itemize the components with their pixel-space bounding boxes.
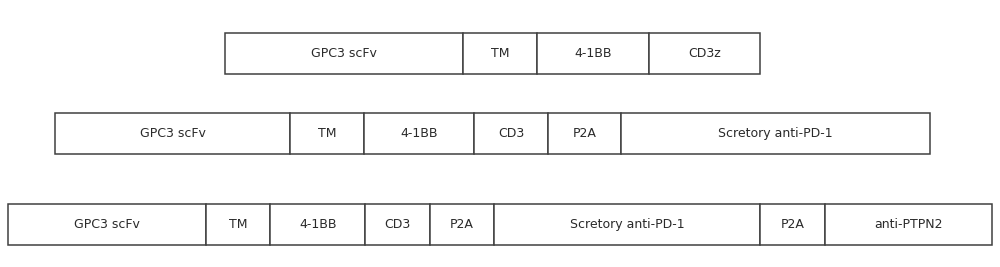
- FancyBboxPatch shape: [270, 203, 365, 245]
- Text: anti-PTPN2: anti-PTPN2: [874, 218, 943, 231]
- FancyBboxPatch shape: [649, 33, 760, 74]
- Text: CD3z: CD3z: [688, 47, 721, 60]
- FancyBboxPatch shape: [55, 113, 290, 154]
- FancyBboxPatch shape: [206, 203, 270, 245]
- FancyBboxPatch shape: [364, 113, 474, 154]
- Text: P2A: P2A: [450, 218, 474, 231]
- Text: Scretory anti-PD-1: Scretory anti-PD-1: [718, 127, 833, 140]
- Text: 4-1BB: 4-1BB: [400, 127, 438, 140]
- FancyBboxPatch shape: [430, 203, 494, 245]
- Text: CD3: CD3: [498, 127, 524, 140]
- FancyBboxPatch shape: [8, 203, 206, 245]
- Text: TM: TM: [318, 127, 336, 140]
- FancyBboxPatch shape: [537, 33, 649, 74]
- Text: GPC3 scFv: GPC3 scFv: [140, 127, 206, 140]
- FancyBboxPatch shape: [548, 113, 621, 154]
- FancyBboxPatch shape: [621, 113, 930, 154]
- FancyBboxPatch shape: [290, 113, 364, 154]
- Text: 4-1BB: 4-1BB: [299, 218, 336, 231]
- Text: GPC3 scFv: GPC3 scFv: [311, 47, 377, 60]
- FancyBboxPatch shape: [463, 33, 537, 74]
- FancyBboxPatch shape: [760, 203, 825, 245]
- Text: P2A: P2A: [572, 127, 596, 140]
- Text: GPC3 scFv: GPC3 scFv: [74, 218, 140, 231]
- Text: Scretory anti-PD-1: Scretory anti-PD-1: [570, 218, 685, 231]
- FancyBboxPatch shape: [225, 33, 463, 74]
- FancyBboxPatch shape: [365, 203, 430, 245]
- FancyBboxPatch shape: [825, 203, 992, 245]
- Text: TM: TM: [229, 218, 247, 231]
- Text: 4-1BB: 4-1BB: [574, 47, 612, 60]
- Text: P2A: P2A: [781, 218, 804, 231]
- Text: CD3: CD3: [384, 218, 411, 231]
- FancyBboxPatch shape: [474, 113, 548, 154]
- Text: TM: TM: [491, 47, 509, 60]
- FancyBboxPatch shape: [494, 203, 760, 245]
